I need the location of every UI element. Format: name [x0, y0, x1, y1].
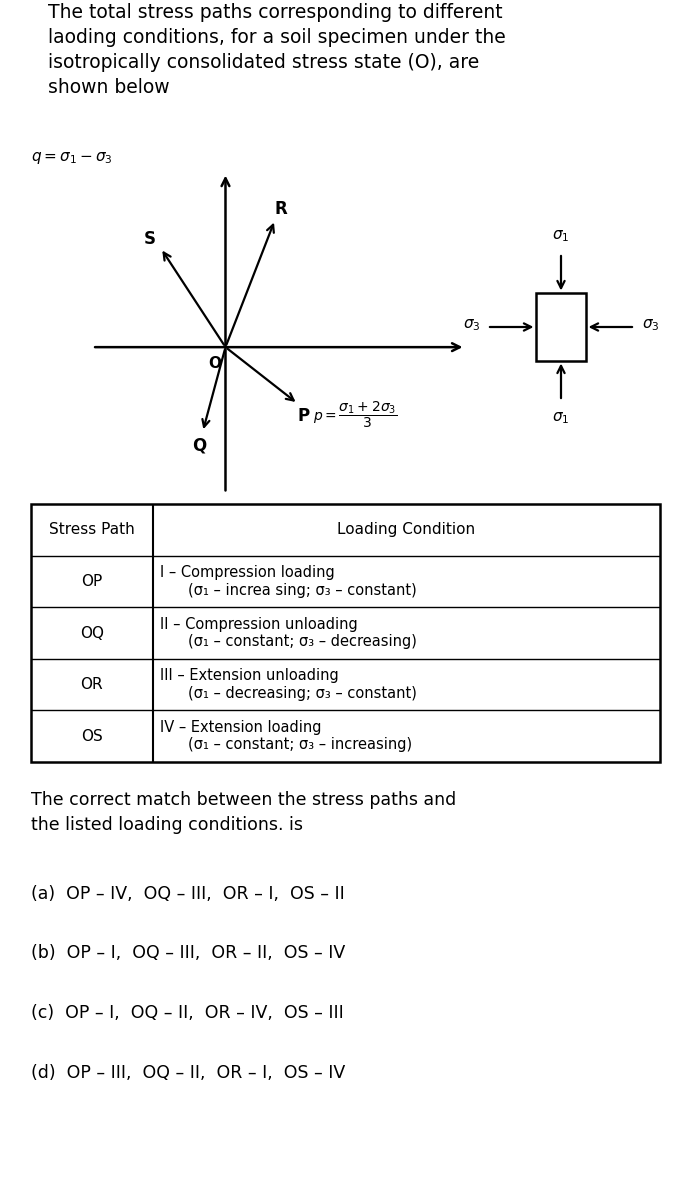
Text: OQ: OQ: [80, 625, 104, 641]
Text: (c)  OP – I,  OQ – II,  OR – IV,  OS – III: (c) OP – I, OQ – II, OR – IV, OS – III: [31, 1004, 343, 1022]
Text: (b)  OP – I,  OQ – III,  OR – II,  OS – IV: (b) OP – I, OQ – III, OR – II, OS – IV: [31, 944, 345, 962]
Text: $\sigma_3$: $\sigma_3$: [463, 317, 480, 332]
Text: $\sigma_3$: $\sigma_3$: [642, 317, 659, 332]
Text: II – Compression unloading: II – Compression unloading: [160, 617, 357, 631]
Text: OR: OR: [81, 677, 103, 692]
Text: OP: OP: [82, 574, 103, 589]
Text: $\sigma_1$: $\sigma_1$: [552, 410, 570, 426]
Text: Q: Q: [192, 436, 207, 454]
Text: III – Extension unloading: III – Extension unloading: [160, 668, 338, 683]
Text: (σ₁ – constant; σ₃ – decreasing): (σ₁ – constant; σ₃ – decreasing): [188, 635, 417, 649]
Text: $q = \sigma_1 - \sigma_3$: $q = \sigma_1 - \sigma_3$: [31, 150, 112, 166]
Text: (σ₁ – decreasing; σ₃ – constant): (σ₁ – decreasing; σ₃ – constant): [188, 686, 417, 701]
Text: (σ₁ – constant; σ₃ – increasing): (σ₁ – constant; σ₃ – increasing): [188, 738, 412, 752]
Text: The total stress paths corresponding to different
laoding conditions, for a soil: The total stress paths corresponding to …: [48, 4, 505, 97]
Text: IV – Extension loading: IV – Extension loading: [160, 720, 321, 734]
Text: Loading Condition: Loading Condition: [337, 522, 475, 538]
Text: I – Compression loading: I – Compression loading: [160, 565, 335, 580]
Text: R: R: [275, 199, 288, 217]
Text: (a)  OP – IV,  OQ – III,  OR – I,  OS – II: (a) OP – IV, OQ – III, OR – I, OS – II: [31, 884, 344, 902]
Text: $\sigma_1$: $\sigma_1$: [552, 228, 570, 244]
Text: S: S: [144, 229, 156, 247]
Text: (σ₁ – increa sing; σ₃ – constant): (σ₁ – increa sing; σ₃ – constant): [188, 583, 417, 598]
Text: OS: OS: [81, 728, 103, 744]
Text: The correct match between the stress paths and
the listed loading conditions. is: The correct match between the stress pat…: [31, 791, 456, 834]
Bar: [537, 293, 585, 361]
Text: $p = \dfrac{\sigma_1 + 2\sigma_3}{3}$: $p = \dfrac{\sigma_1 + 2\sigma_3}{3}$: [313, 400, 398, 431]
Text: O: O: [208, 355, 221, 371]
Text: (d)  OP – III,  OQ – II,  OR – I,  OS – IV: (d) OP – III, OQ – II, OR – I, OS – IV: [31, 1063, 345, 1081]
Text: P: P: [298, 407, 310, 425]
Text: Stress Path: Stress Path: [49, 522, 135, 538]
